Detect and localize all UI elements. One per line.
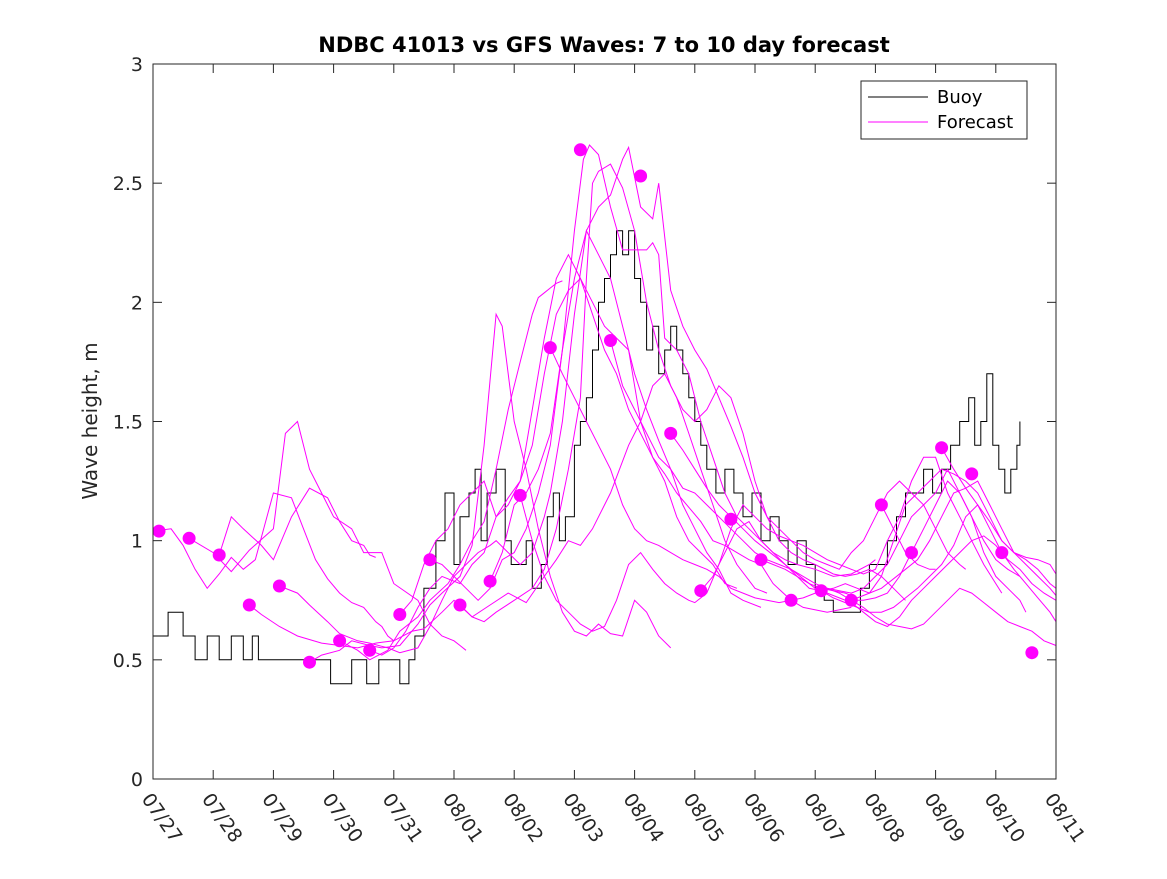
forecast-marker-3 <box>242 598 256 612</box>
forecast-marker-22 <box>814 584 828 598</box>
y-tick-label-1: 0.5 <box>113 650 143 672</box>
forecast-marker-10 <box>453 598 467 612</box>
forecast-line-22 <box>941 447 1057 575</box>
forecast-marker-17 <box>664 426 678 440</box>
forecast-marker-11 <box>483 574 497 588</box>
forecast-marker-27 <box>965 467 979 481</box>
forecast-marker-24 <box>874 498 888 512</box>
forecast-marker-23 <box>844 593 858 607</box>
y-tick-label-3: 1.5 <box>113 412 143 434</box>
forecast-line-18 <box>760 480 1057 599</box>
forecast-marker-6 <box>333 634 347 648</box>
legend-box <box>860 80 1028 140</box>
forecast-marker-4 <box>272 579 286 593</box>
legend-label-forecast: Forecast <box>937 112 1013 133</box>
forecast-marker-14 <box>573 143 587 157</box>
legend: Buoy Forecast <box>860 80 1028 140</box>
forecast-line-13 <box>519 456 1003 632</box>
forecast-line-3 <box>218 487 376 561</box>
forecast-marker-28 <box>995 546 1009 560</box>
forecast-marker-25 <box>905 546 918 560</box>
y-tick-label-6: 3 <box>131 54 143 76</box>
forecast-marker-12 <box>513 488 527 502</box>
forecast-marker-2 <box>212 548 226 562</box>
forecast-marker-26 <box>935 441 949 455</box>
forecast-line-11 <box>459 163 906 623</box>
forecast-marker-5 <box>303 655 316 669</box>
forecast-line-12 <box>489 145 967 582</box>
y-axis-label: Wave height, m <box>78 342 102 499</box>
legend-label-buoy: Buoy <box>937 87 983 108</box>
buoy-line-0 <box>153 230 1021 685</box>
forecast-line-8 <box>369 277 738 656</box>
chart-title: NDBC 41013 vs GFS Waves: 7 to 10 day for… <box>318 33 889 57</box>
forecast-marker-19 <box>724 512 738 526</box>
forecast-marker-0 <box>152 524 166 538</box>
forecast-marker-13 <box>543 341 557 355</box>
forecast-line-10 <box>429 144 876 602</box>
forecast-line-7 <box>339 280 563 661</box>
forecast-marker-8 <box>393 608 407 621</box>
forecast-marker-15 <box>604 334 617 347</box>
forecast-line-5 <box>279 229 762 654</box>
y-tick-label-5: 2.5 <box>113 173 143 195</box>
forecast-line-9 <box>399 253 852 615</box>
forecast-marker-20 <box>754 553 768 567</box>
forecast-marker-16 <box>634 169 648 183</box>
forecast-marker-21 <box>784 593 798 607</box>
forecast-line-20 <box>851 587 1057 646</box>
y-tick-label-0: 0 <box>131 769 143 791</box>
forecast-marker-9 <box>423 553 437 567</box>
forecast-line-2 <box>188 420 467 651</box>
marker-layer <box>152 143 1039 669</box>
y-tick-label-4: 2 <box>131 292 143 314</box>
forecast-line-6 <box>309 312 672 663</box>
forecast-line-1 <box>152 492 395 642</box>
y-axis: 0 0.5 1 1.5 2 2.5 3 <box>113 54 1056 791</box>
forecast-marker-1 <box>182 531 196 545</box>
forecast-marker-29 <box>1025 646 1039 660</box>
plot-area <box>153 64 1056 779</box>
forecast-marker-18 <box>694 584 708 598</box>
forecast-marker-7 <box>363 643 377 657</box>
forecast-line-19 <box>820 504 1057 622</box>
y-tick-label-2: 1 <box>131 531 143 553</box>
